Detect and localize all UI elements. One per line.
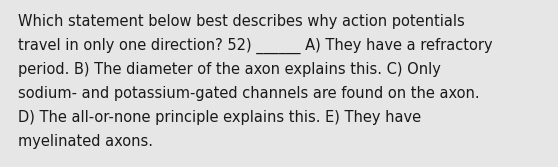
Text: sodium- and potassium-gated channels are found on the axon.: sodium- and potassium-gated channels are… <box>18 86 480 101</box>
Text: myelinated axons.: myelinated axons. <box>18 134 153 149</box>
Text: Which statement below best describes why action potentials: Which statement below best describes why… <box>18 14 465 29</box>
Text: D) The all-or-none principle explains this. E) They have: D) The all-or-none principle explains th… <box>18 110 421 125</box>
Text: period. B) The diameter of the axon explains this. C) Only: period. B) The diameter of the axon expl… <box>18 62 441 77</box>
Text: travel in only one direction? 52) ______ A) They have a refractory: travel in only one direction? 52) ______… <box>18 38 493 54</box>
